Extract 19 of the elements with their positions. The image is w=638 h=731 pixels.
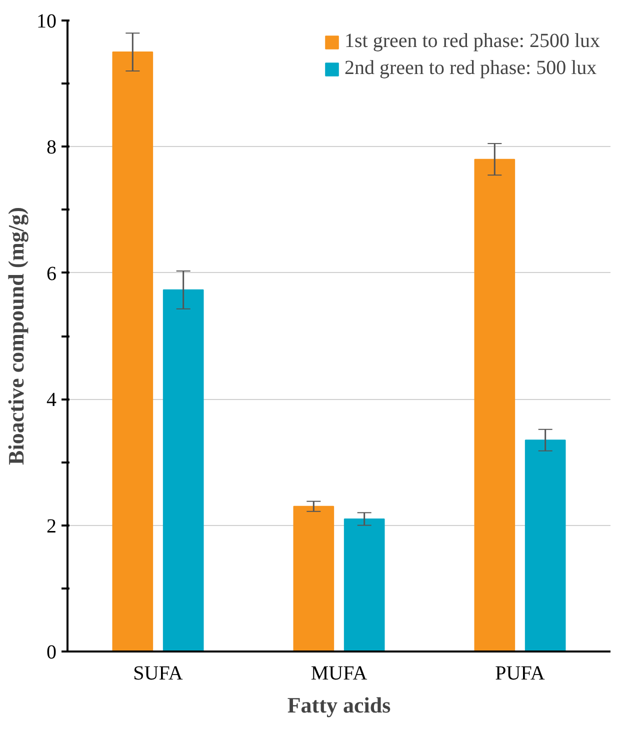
y-tick-label: 8 <box>46 136 56 159</box>
x-axis-title: Fatty acids <box>287 692 392 718</box>
x-tick-label: PUFA <box>495 662 546 684</box>
bar <box>293 506 334 652</box>
y-tick-label: 10 <box>36 10 56 32</box>
y-tick-label: 4 <box>46 389 56 412</box>
legend-label: 2nd green to red phase: 500 lux <box>344 57 597 80</box>
bar <box>524 440 566 652</box>
bar <box>474 158 516 652</box>
x-tick-label: SUFA <box>133 662 184 684</box>
bar <box>344 518 385 652</box>
bar <box>162 289 204 652</box>
y-axis-title: Bioactive compound (mg/g) <box>4 207 28 465</box>
y-tick-label: 6 <box>46 262 56 285</box>
y-tick-label: 2 <box>46 515 56 538</box>
legend-label: 1st green to red phase: 2500 lux <box>344 30 600 53</box>
y-tick-label: 0 <box>46 642 56 664</box>
bar <box>112 52 154 652</box>
x-tick-label: MUFA <box>310 662 368 684</box>
